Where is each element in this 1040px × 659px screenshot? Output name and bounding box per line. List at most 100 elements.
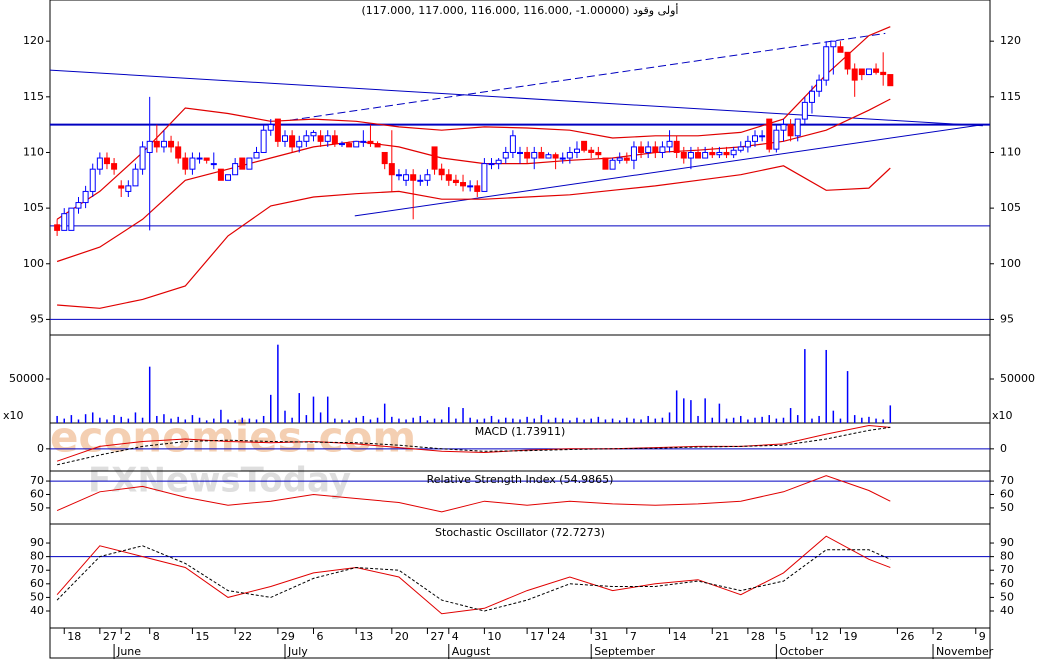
x-tick-label: 19 bbox=[843, 630, 857, 643]
candle-body bbox=[203, 157, 210, 161]
x-tick-label: 17 bbox=[530, 630, 544, 643]
candle-body bbox=[787, 124, 794, 137]
candle-body bbox=[880, 71, 887, 76]
candle-body bbox=[630, 146, 637, 161]
volume-bar bbox=[483, 418, 486, 423]
candle-body bbox=[168, 140, 175, 148]
volume-bar bbox=[853, 415, 856, 423]
y-tick-label: 50 bbox=[30, 590, 44, 603]
volume-bar bbox=[554, 417, 557, 423]
volume-bar bbox=[348, 420, 350, 423]
x-tick-label: 12 bbox=[815, 630, 829, 643]
indicator-line bbox=[56, 545, 891, 612]
candle-body bbox=[395, 174, 402, 177]
candle-body bbox=[666, 140, 673, 148]
y-tick-label: 70 bbox=[1000, 474, 1014, 487]
candle-body bbox=[438, 168, 445, 176]
y-tick-label: 0 bbox=[37, 442, 44, 455]
volume-bar bbox=[262, 415, 265, 423]
candle-body bbox=[844, 51, 851, 70]
candle-body bbox=[89, 168, 96, 192]
volume-bar bbox=[590, 418, 592, 423]
x-tick-label: 7 bbox=[630, 630, 637, 643]
y-tick-label: 80 bbox=[30, 550, 44, 563]
candle-body bbox=[360, 140, 367, 143]
candle-body bbox=[752, 135, 758, 142]
volume-bar bbox=[70, 415, 73, 423]
volume-bar bbox=[448, 407, 450, 423]
indicator-line bbox=[56, 424, 891, 462]
y-tick-label: 70 bbox=[30, 563, 44, 576]
candle-body bbox=[239, 157, 246, 170]
band-line bbox=[56, 26, 891, 220]
volume-bar bbox=[298, 393, 300, 423]
volume-bar bbox=[476, 419, 479, 423]
candle-body bbox=[282, 135, 288, 142]
x-tick-label: 22 bbox=[238, 630, 252, 643]
candle-body bbox=[823, 46, 830, 81]
candle-body bbox=[374, 143, 381, 148]
volume-bar bbox=[184, 419, 187, 423]
y-tick-label: 50 bbox=[1000, 501, 1014, 514]
volume-bar bbox=[312, 396, 315, 423]
volume-bar bbox=[796, 415, 799, 423]
candle-body bbox=[189, 157, 196, 170]
candle-body bbox=[460, 182, 467, 187]
candle-body bbox=[509, 135, 516, 153]
candle-body bbox=[96, 157, 103, 170]
candle-body bbox=[837, 46, 844, 53]
volume-bar bbox=[526, 416, 528, 423]
candle-body bbox=[346, 143, 353, 148]
candle-body bbox=[331, 135, 338, 145]
volume-bar bbox=[668, 412, 671, 423]
volume-bar bbox=[99, 417, 101, 423]
volume-bar bbox=[861, 417, 863, 423]
month-label: July bbox=[287, 645, 308, 658]
x-tick-label: 24 bbox=[551, 630, 565, 643]
volume-bar bbox=[597, 416, 600, 423]
candle-body bbox=[552, 154, 559, 159]
candle-body bbox=[773, 129, 780, 150]
volume-bar bbox=[170, 418, 172, 423]
volume-bar bbox=[56, 415, 58, 423]
candle-body bbox=[616, 157, 623, 161]
volume-bar bbox=[611, 418, 614, 423]
volume-bar bbox=[120, 416, 122, 423]
candle-body bbox=[517, 151, 523, 154]
volume-bar bbox=[640, 419, 642, 423]
candle-body bbox=[296, 140, 303, 148]
volume-bar bbox=[255, 419, 258, 423]
volume-bar bbox=[77, 419, 80, 423]
candle-body bbox=[887, 74, 894, 87]
volume-bar bbox=[846, 371, 849, 423]
candle-body bbox=[566, 151, 573, 159]
y-tick-label: 50 bbox=[30, 501, 44, 514]
y-tick-label: 105 bbox=[23, 201, 44, 214]
volume-bar bbox=[519, 419, 521, 423]
candle-body bbox=[310, 131, 317, 137]
x-tick-label: 31 bbox=[594, 630, 608, 643]
volume-bar bbox=[747, 419, 749, 423]
candle-body bbox=[538, 151, 545, 159]
y-tick-label: 90 bbox=[30, 536, 44, 549]
volume-bar bbox=[547, 419, 550, 423]
volume-bar bbox=[490, 415, 493, 423]
candle-body bbox=[452, 179, 459, 184]
candle-body bbox=[125, 185, 132, 192]
candle-body bbox=[524, 151, 531, 159]
volume-bar bbox=[618, 420, 621, 423]
watermark: economies.com bbox=[50, 413, 416, 462]
volume-bar bbox=[148, 366, 151, 423]
volume-bar bbox=[227, 419, 229, 423]
volume-bar bbox=[868, 416, 870, 423]
volume-bar bbox=[362, 415, 365, 423]
y-tick-label: 120 bbox=[23, 34, 44, 47]
volume-bar bbox=[234, 420, 236, 423]
y-tick-label: 50000 bbox=[9, 372, 44, 385]
candle-body bbox=[595, 151, 602, 156]
candle-body bbox=[559, 157, 566, 160]
volume-bar bbox=[718, 403, 721, 423]
volume-bar bbox=[305, 415, 308, 423]
y-tick-label: 50000 bbox=[1000, 372, 1035, 385]
volume-bar bbox=[391, 416, 393, 423]
